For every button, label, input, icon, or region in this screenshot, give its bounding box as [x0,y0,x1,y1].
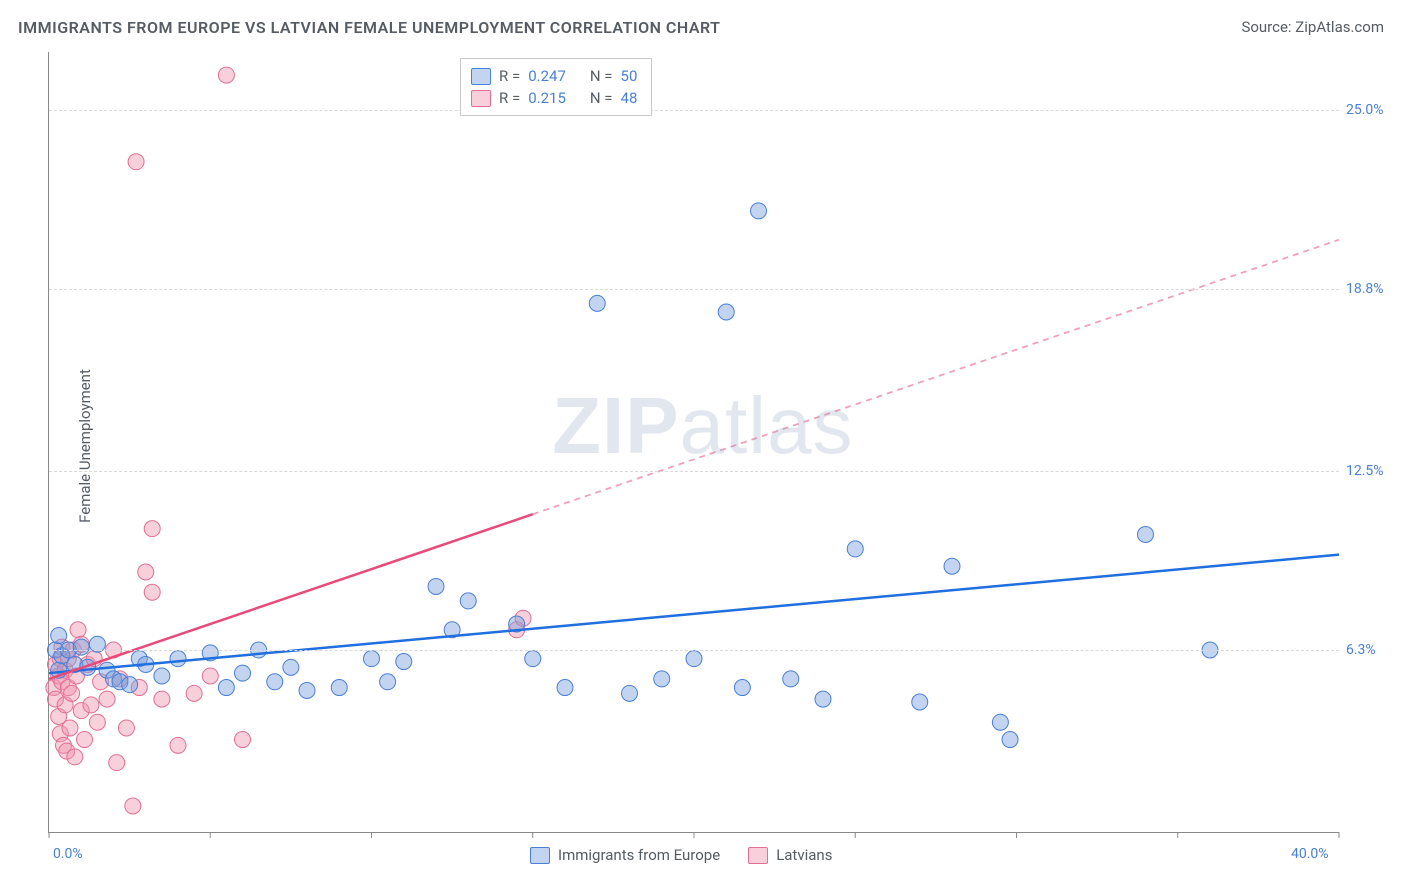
plot-area: ZIPatlas 6.3%12.5%18.8%25.0%0.0%40.0% [48,52,1339,833]
r-label: R = [499,89,520,107]
legend-label-pink: Latvians [776,846,832,864]
legend-label-blue: Immigrants from Europe [558,846,720,864]
swatch-blue [471,68,491,85]
legend-item-blue: Immigrants from Europe [530,846,720,864]
legend-item-pink: Latvians [748,846,832,864]
swatch-blue [530,847,550,864]
source-label: Source: ZipAtlas.com [1241,18,1384,36]
correlation-legend: R = 0.247 N = 50 R = 0.215 N = 48 [460,58,652,116]
n-label: N = [590,67,613,85]
y-tick-label: 6.3% [1346,642,1401,658]
swatch-pink [748,847,768,864]
n-value-blue: 50 [621,67,638,85]
series-legend: Immigrants from Europe Latvians [530,846,832,864]
n-label: N = [590,89,613,107]
x-tick-label: 40.0% [1291,846,1329,862]
scatter-svg [49,52,1339,832]
r-value-pink: 0.215 [528,89,566,107]
y-tick-label: 12.5% [1346,463,1401,479]
r-value-blue: 0.247 [528,67,566,85]
y-tick-label: 18.8% [1346,281,1401,297]
legend-row-pink: R = 0.215 N = 48 [471,87,637,109]
n-value-pink: 48 [621,89,638,107]
chart-title: IMMIGRANTS FROM EUROPE VS LATVIAN FEMALE… [18,18,721,37]
x-tick-label: 0.0% [53,846,83,862]
source-value: ZipAtlas.com [1295,18,1384,36]
r-label: R = [499,67,520,85]
legend-row-blue: R = 0.247 N = 50 [471,65,637,87]
swatch-pink [471,90,491,107]
y-tick-label: 25.0% [1346,102,1401,118]
source-prefix: Source: [1241,18,1295,36]
